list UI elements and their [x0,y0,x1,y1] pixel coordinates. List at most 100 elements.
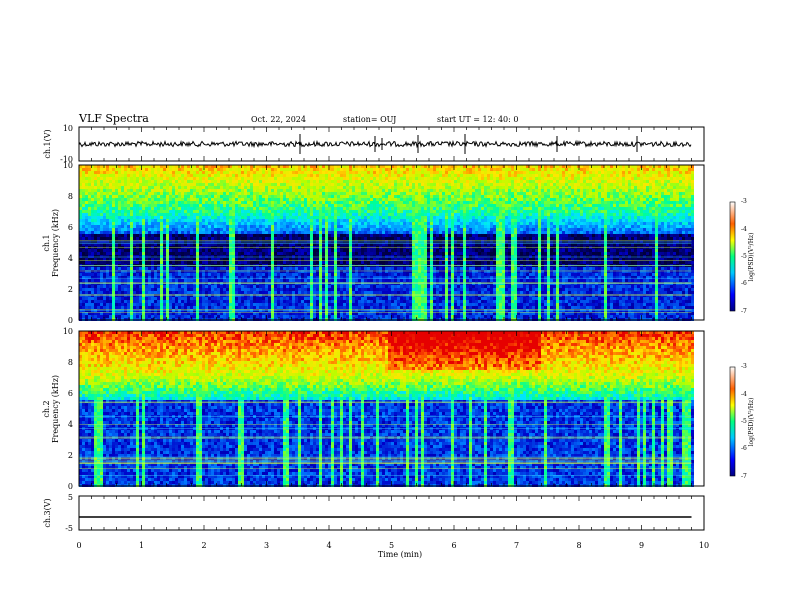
spectrogram-cell [211,171,214,174]
spectrogram-cell [202,183,205,186]
spectrogram-cell [289,183,292,186]
spectrogram-cell [454,171,457,174]
spectrogram-cell [157,183,160,186]
spectrogram-cell [559,186,562,189]
spectrogram-cell [658,171,661,174]
spectrogram-cell [673,174,676,177]
spectrogram-cell [370,174,373,177]
spectrogram-cell [280,195,283,198]
spectrogram-cell [358,192,361,195]
spectrogram-cell [595,189,598,192]
spectrogram-cell [676,201,679,204]
spectrogram-cell [688,195,691,198]
spectrogram-cell [436,174,439,177]
spectrogram-cell [619,201,622,204]
spectrogram-cell [451,186,454,189]
spectrogram-cell [193,195,196,198]
spectrogram-cell [391,198,394,201]
spectrogram-cell [112,198,115,201]
spectrogram-cell [316,204,319,207]
spectrogram-cell [349,192,352,195]
spectrogram-cell [202,192,205,195]
spectrogram-cell [235,201,238,204]
spectrogram-cell [154,189,157,192]
spectrogram-cell [505,183,508,186]
spectrogram-cell [433,177,436,180]
spectrogram-cell [358,204,361,207]
spectrogram-cell [313,195,316,198]
spectrogram-cell [112,174,115,177]
spectrogram-cell [472,180,475,183]
spectrogram-cell [331,201,334,204]
spectrogram-cell [565,192,568,195]
spectrogram-cell [85,204,88,207]
spectrogram-cell [250,186,253,189]
spectrogram-cell [184,189,187,192]
spectrogram-cell [85,201,88,204]
spectrogram-cell [97,201,100,204]
spectrogram-cell [322,183,325,186]
spectrogram-cell [538,192,541,195]
spectrogram-cell [103,198,106,201]
spectrogram-cell [289,186,292,189]
spectrogram-cell [244,198,247,201]
spectrogram-cell [265,177,268,180]
spectrogram-cell [478,183,481,186]
spectrogram-cell [82,177,85,180]
spectrogram-cell [85,195,88,198]
spectrogram-cell [589,201,592,204]
spectrogram-cell [376,174,379,177]
spectrogram-cell [277,195,280,198]
spectrogram-cell [391,180,394,183]
spectrogram-cell [121,177,124,180]
spectrogram-cell [136,180,139,183]
spectrogram-cell [382,174,385,177]
spectrogram-cell [658,186,661,189]
spectrogram-cell [349,204,352,207]
spectrogram-cell [232,174,235,177]
spectrogram-cell [319,192,322,195]
spectrogram-cell [157,198,160,201]
spectrogram-cell [631,195,634,198]
spectrogram-cell [103,183,106,186]
spectrogram-cell [244,195,247,198]
spectrogram-cell [271,192,274,195]
spectrogram-cell [307,198,310,201]
spectrogram-cell [265,192,268,195]
spectrogram-cell [322,189,325,192]
spectrogram-cell [499,195,502,198]
spectrogram-cell [361,201,364,204]
spectrogram-cell [109,171,112,174]
spectrogram-cell [172,198,175,201]
spectrogram-cell [289,195,292,198]
spectrogram-cell [328,201,331,204]
spectrogram-cell [406,168,409,171]
spectrogram-cell [295,177,298,180]
spectrogram-cell [88,180,91,183]
spectrogram-cell [148,183,151,186]
ch1-ylabel: ch.1(V) [43,129,52,158]
spectrogram-cell [550,201,553,204]
spectrogram-cell [424,186,427,189]
spectrogram-cell [526,189,529,192]
spectrogram-cell [106,171,109,174]
spectrogram-cell [433,183,436,186]
spectrogram-cell [247,168,250,171]
spectrogram-cell [466,201,469,204]
spectrogram-cell [670,171,673,174]
spectrogram-cell [520,183,523,186]
spectrogram-cell [100,177,103,180]
spectrogram-cell [334,201,337,204]
spectrogram-cell [304,192,307,195]
spectrogram-cell [463,174,466,177]
spectrogram-cell [217,204,220,207]
spectrogram-cell [235,186,238,189]
spectrogram-cell [202,174,205,177]
spectrogram-cell [307,204,310,207]
spectrogram-cell [391,189,394,192]
spectrogram-cell [463,186,466,189]
spectrogram-cell [169,168,172,171]
spectrogram-cell [352,168,355,171]
spectrogram-cell [259,195,262,198]
spectrogram-cell [649,189,652,192]
